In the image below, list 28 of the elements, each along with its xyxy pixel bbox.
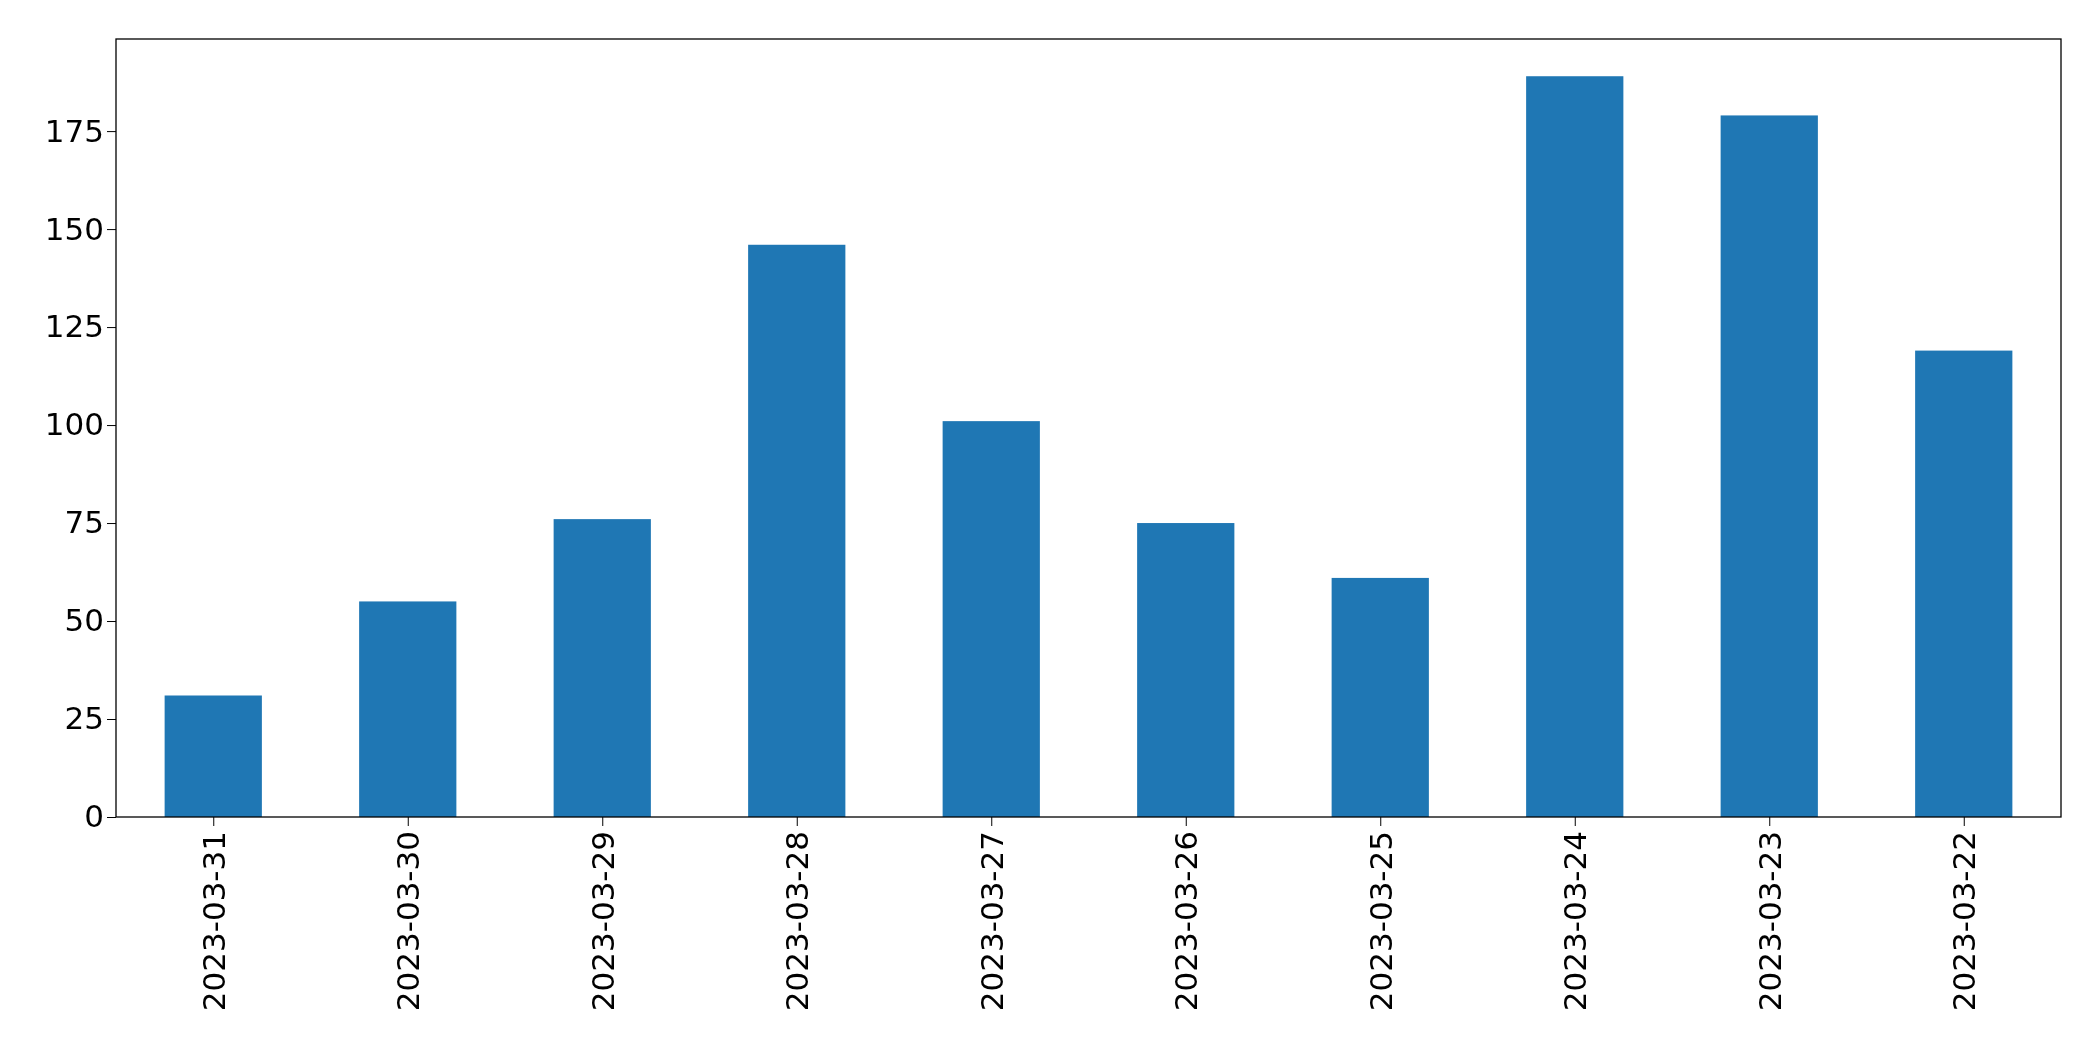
y-tick-label: 125 <box>44 308 104 345</box>
x-tick-label: 2023-03-30 <box>390 831 427 1012</box>
x-tick-label: 2023-03-27 <box>973 831 1010 1012</box>
x-tick-label: 2023-03-25 <box>1362 831 1399 1012</box>
x-tick-label: 2023-03-28 <box>779 831 816 1012</box>
bar <box>359 601 457 817</box>
x-tick-label: 2023-03-24 <box>1557 831 1594 1012</box>
bar <box>1915 350 2013 817</box>
bar <box>748 244 846 817</box>
y-tick-label: 25 <box>64 700 104 737</box>
y-tick-label: 100 <box>44 406 104 443</box>
x-tick-label: 2023-03-23 <box>1751 831 1788 1012</box>
x-tick-label: 2023-03-22 <box>1946 831 1983 1012</box>
bar <box>553 519 651 817</box>
y-tick-label: 0 <box>84 798 104 835</box>
y-tick-label: 150 <box>44 210 104 247</box>
bar <box>1720 115 1818 817</box>
x-tick-label: 2023-03-31 <box>195 831 232 1012</box>
bar <box>1137 523 1235 817</box>
bar <box>942 421 1040 817</box>
y-tick-label: 75 <box>64 504 104 541</box>
y-tick-label: 50 <box>64 602 104 639</box>
bar <box>164 695 262 817</box>
x-tick-label: 2023-03-26 <box>1168 831 1205 1012</box>
y-tick-label: 175 <box>44 112 104 149</box>
bar <box>1526 76 1624 817</box>
x-tick-label: 2023-03-29 <box>584 831 621 1012</box>
bar <box>1331 577 1429 817</box>
